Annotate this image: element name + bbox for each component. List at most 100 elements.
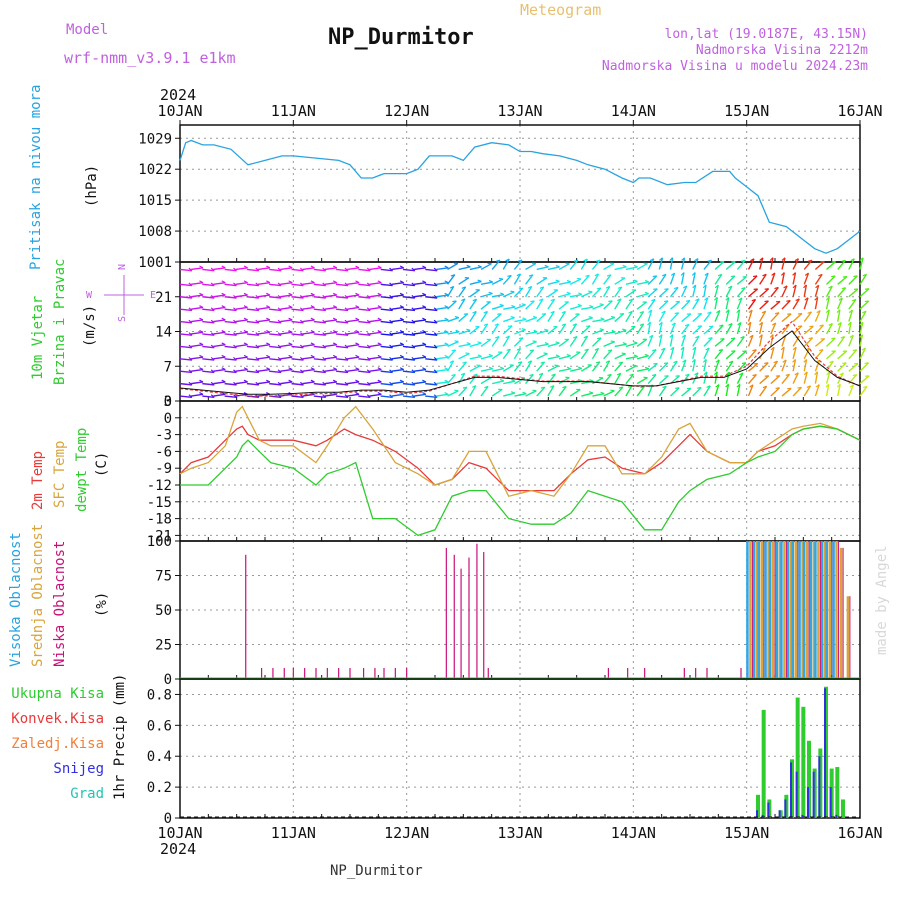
dewpoint-line bbox=[180, 425, 861, 537]
wind-barb bbox=[591, 273, 600, 285]
wind-barb bbox=[680, 359, 687, 372]
wind-barb-head bbox=[288, 292, 293, 296]
wind-barb-head bbox=[266, 367, 271, 371]
wind-barb-head bbox=[697, 325, 702, 328]
wind-barb bbox=[803, 385, 812, 397]
wind-barb-head bbox=[454, 340, 459, 343]
wind-barb-head bbox=[749, 384, 754, 388]
wind-barb-head bbox=[355, 392, 360, 395]
wind-barb bbox=[391, 306, 404, 310]
wind-barb bbox=[324, 319, 337, 323]
wind-barb-head bbox=[588, 290, 593, 293]
wind-barb bbox=[269, 370, 282, 374]
wind-barb-head bbox=[277, 307, 282, 311]
bottom-time-label: 12JAN bbox=[384, 824, 429, 842]
wind-barb bbox=[681, 324, 690, 335]
wind-barb bbox=[502, 335, 511, 347]
wind-barb-head bbox=[572, 323, 577, 326]
wind-barb bbox=[491, 380, 504, 385]
wind-barb bbox=[692, 386, 702, 397]
wind-barb bbox=[502, 348, 511, 360]
wind-barb bbox=[191, 294, 204, 298]
wind-barb-head bbox=[507, 274, 512, 277]
wind-barb-head bbox=[764, 362, 769, 365]
wind-barb bbox=[658, 273, 667, 285]
total-precip-bar bbox=[795, 697, 800, 818]
wind-barb-head bbox=[622, 342, 627, 345]
wind-barb bbox=[202, 283, 215, 287]
wind-barb-head bbox=[633, 279, 638, 283]
wind-barb bbox=[257, 344, 271, 348]
wind-barb-head bbox=[859, 334, 863, 338]
wind-barb bbox=[681, 373, 690, 385]
wind-barb-head bbox=[233, 332, 237, 336]
wind-barb-head bbox=[322, 332, 327, 336]
wind-barb bbox=[324, 294, 337, 298]
wind-barb bbox=[547, 311, 555, 322]
wind-barb-head bbox=[644, 353, 649, 357]
wind-barb bbox=[859, 300, 870, 310]
wind-barb-head bbox=[769, 334, 774, 338]
wind-barb bbox=[257, 306, 271, 310]
wind-barb-head bbox=[243, 317, 248, 321]
wind-barb bbox=[736, 297, 743, 310]
wind-barb-head bbox=[466, 328, 471, 331]
wind-barb-head bbox=[750, 258, 755, 262]
wind-barb bbox=[425, 358, 438, 361]
wind-barb bbox=[502, 274, 512, 285]
wind-barb bbox=[458, 298, 466, 310]
wind-barb-head bbox=[255, 307, 260, 311]
wind-barb bbox=[825, 360, 834, 372]
wind-barb-head bbox=[243, 367, 248, 371]
wind-barb bbox=[603, 360, 611, 372]
wind-barb-head bbox=[366, 344, 371, 349]
wind-barb bbox=[202, 308, 215, 312]
wind-barb-head bbox=[221, 265, 226, 269]
wind-barb bbox=[202, 345, 215, 349]
wind-barb bbox=[792, 284, 797, 297]
wind-barb-head bbox=[662, 273, 667, 277]
wind-barb-head bbox=[588, 391, 594, 394]
wind-barb bbox=[302, 344, 315, 348]
snow-bar bbox=[824, 688, 826, 818]
wind-barb bbox=[469, 355, 482, 360]
wind-barb bbox=[770, 360, 779, 372]
precip-unit: 1hr Precip (mm) bbox=[112, 674, 128, 800]
wind-barb bbox=[358, 296, 371, 299]
wind-barb-head bbox=[652, 349, 657, 352]
y-tick-label: 7 bbox=[164, 359, 172, 375]
wind-barb bbox=[692, 298, 700, 310]
wind-barb bbox=[848, 309, 854, 322]
wind-barb bbox=[681, 387, 692, 397]
wind-barb bbox=[625, 373, 634, 385]
wind-barb-head bbox=[299, 332, 304, 336]
wind-barb bbox=[302, 281, 315, 286]
wind-barb bbox=[669, 334, 674, 347]
wind-barb bbox=[235, 319, 248, 323]
wind-legend-1: 10m Vjetar bbox=[30, 296, 46, 380]
wind-barb bbox=[792, 272, 797, 285]
wind-barb bbox=[358, 345, 371, 349]
wind-barb-head bbox=[411, 369, 416, 373]
wind-barb-head bbox=[804, 272, 809, 276]
wind-barb bbox=[324, 393, 337, 397]
wind-barb-head bbox=[366, 394, 371, 398]
wind-barb bbox=[347, 267, 360, 271]
wind-barb-head bbox=[366, 282, 371, 287]
wind-barb-head bbox=[355, 342, 360, 346]
wind-barb bbox=[358, 382, 371, 386]
wind-barb-head bbox=[233, 307, 237, 311]
wind-barb-head bbox=[584, 348, 589, 352]
y-tick-label: 1008 bbox=[138, 224, 172, 240]
wind-barb bbox=[569, 336, 578, 347]
wind-barb bbox=[725, 371, 731, 384]
wind-barb bbox=[625, 298, 634, 310]
wind-barb bbox=[770, 257, 774, 270]
wind-barb-head bbox=[444, 280, 449, 284]
wind-barb-head bbox=[299, 344, 304, 349]
wind-barb bbox=[525, 300, 535, 310]
wind-barb-head bbox=[277, 344, 282, 349]
wind-barb-head bbox=[452, 300, 457, 303]
wind-barb bbox=[414, 331, 427, 335]
wind-barb-head bbox=[697, 312, 702, 315]
